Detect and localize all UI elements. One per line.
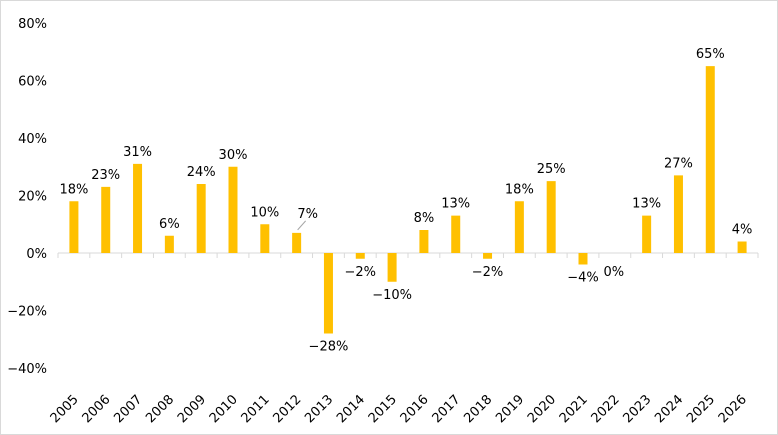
y-tick-label: 80%	[18, 17, 47, 32]
bar	[483, 253, 493, 259]
bar	[387, 253, 397, 282]
y-tick-label: 0%	[26, 247, 47, 262]
data-label: 30%	[219, 148, 248, 163]
x-tick-label: 2021	[557, 392, 591, 426]
data-label: −28%	[309, 340, 349, 355]
data-label: 10%	[250, 205, 279, 220]
x-tick-label: 2011	[239, 392, 273, 426]
data-label: 13%	[632, 197, 661, 212]
bar	[546, 181, 556, 253]
bar	[69, 201, 79, 253]
data-label: 0%	[604, 265, 625, 280]
data-label: −10%	[372, 288, 412, 303]
x-tick-label: 2016	[398, 392, 432, 426]
y-tick-label: 60%	[18, 75, 47, 90]
x-tick-label: 2010	[207, 392, 241, 426]
data-label: 31%	[123, 145, 152, 160]
data-label: 23%	[91, 168, 120, 183]
bar	[578, 253, 588, 265]
data-label: −4%	[567, 271, 599, 286]
data-label: −2%	[472, 265, 504, 280]
x-tick-label: 2005	[48, 392, 82, 426]
bar	[260, 224, 270, 253]
data-label: 13%	[441, 197, 470, 212]
x-tick-label: 2024	[652, 392, 686, 426]
bar	[101, 186, 111, 253]
bar	[133, 163, 143, 253]
bar	[355, 253, 365, 259]
x-tick-label: 2013	[302, 392, 336, 426]
bar	[737, 241, 747, 253]
x-tick-label: 2012	[270, 392, 304, 426]
bar	[164, 235, 174, 253]
bar	[419, 230, 429, 253]
x-tick-label: 2026	[716, 392, 750, 426]
bar	[673, 175, 683, 253]
data-label-leader	[297, 220, 307, 231]
y-tick-label: 40%	[18, 132, 47, 147]
bar	[196, 184, 206, 253]
data-label: 24%	[187, 165, 216, 180]
bar	[323, 253, 333, 334]
x-tick-label: 2023	[620, 392, 654, 426]
bar	[642, 215, 652, 253]
data-label: 7%	[297, 207, 318, 222]
x-tick-label: 2025	[684, 392, 718, 426]
y-tick-label: 20%	[18, 190, 47, 205]
data-label: 65%	[696, 47, 725, 62]
x-tick-label: 2020	[525, 392, 559, 426]
data-label: 25%	[537, 162, 566, 177]
x-tick-label: 2009	[175, 392, 209, 426]
x-tick-label: 2019	[493, 392, 527, 426]
data-label: 18%	[505, 182, 534, 197]
x-tick-label: 2022	[589, 392, 623, 426]
x-tick-label: 2015	[366, 392, 400, 426]
data-label: 4%	[732, 223, 753, 238]
x-tick-label: 2006	[80, 392, 114, 426]
x-tick-label: 2018	[461, 392, 495, 426]
x-tick-label: 2017	[430, 392, 464, 426]
x-tick-label: 2007	[111, 392, 145, 426]
data-label: −2%	[345, 265, 377, 280]
bar	[514, 201, 524, 253]
bar	[228, 166, 238, 253]
bar	[451, 215, 461, 253]
data-label: 18%	[59, 182, 88, 197]
data-label: 6%	[159, 217, 180, 232]
x-tick-label: 2014	[334, 392, 368, 426]
bar	[705, 66, 715, 253]
y-tick-label: −20%	[7, 305, 47, 320]
bar	[292, 232, 302, 253]
x-tick-label: 2008	[143, 392, 177, 426]
y-tick-label: −40%	[7, 362, 47, 377]
data-label: 27%	[664, 156, 693, 171]
data-label: 8%	[414, 211, 435, 226]
